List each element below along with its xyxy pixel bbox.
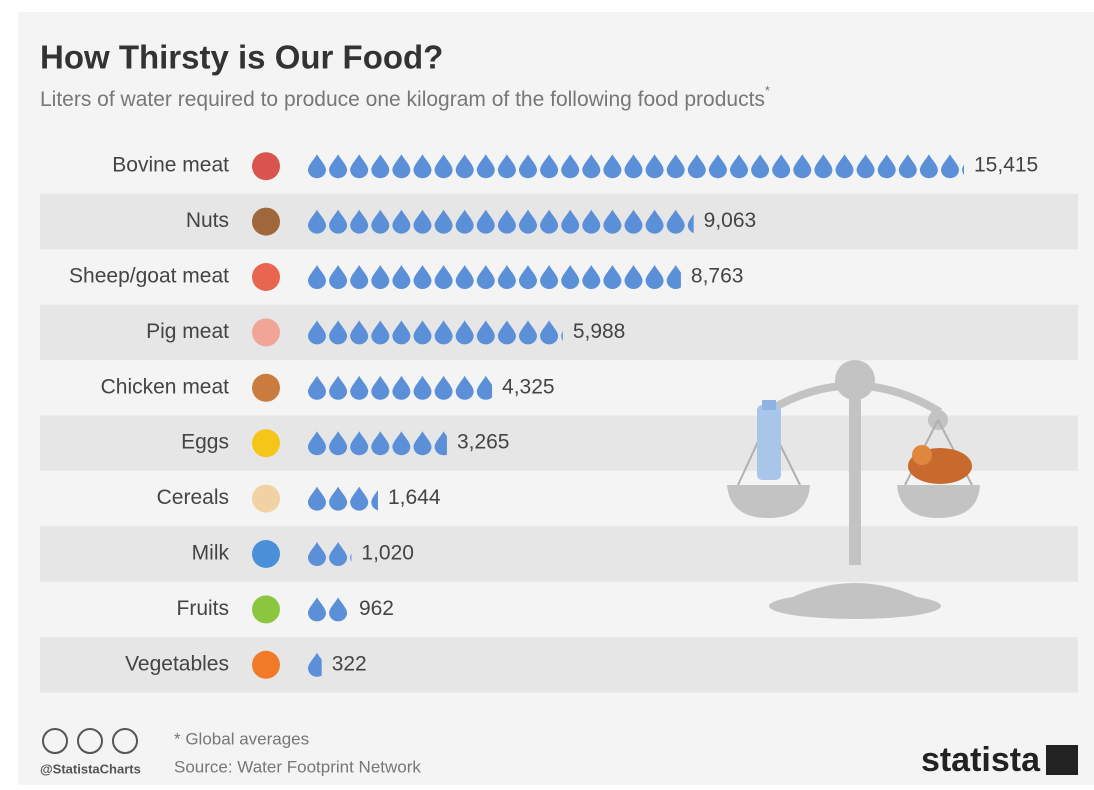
category-icon (252, 373, 280, 402)
category-label: Eggs (181, 431, 229, 454)
value-label: 15,415 (974, 154, 1038, 177)
footer: @StatistaCharts * Global averages Source… (40, 728, 1078, 779)
category-icon (252, 540, 280, 568)
category-label: Fruits (177, 597, 230, 620)
subtitle-mark: * (765, 83, 770, 98)
note: * Global averages (174, 729, 309, 748)
category-label: Chicken meat (101, 375, 230, 398)
chart-title: How Thirsty is Our Food? (40, 39, 443, 76)
category-icon (252, 318, 280, 347)
category-label: Milk (192, 542, 230, 565)
category-label: Vegetables (125, 652, 229, 675)
value-label: 1,644 (388, 486, 441, 509)
category-label: Bovine meat (112, 154, 229, 177)
source: Source: Water Footprint Network (174, 757, 421, 776)
category-icon (252, 263, 280, 291)
rows: Bovine meat Nuts Sheep/goat meat Pig meat Ch… (40, 152, 1078, 693)
category-icon (252, 429, 280, 458)
row-band (40, 415, 1078, 471)
subtitle-text: Liters of water required to produce one … (40, 88, 765, 111)
value-label: 3,265 (457, 431, 510, 454)
brand-logo (1046, 745, 1078, 775)
value-label: 8,763 (691, 265, 744, 288)
row-band (40, 637, 1078, 693)
handle: @StatistaCharts (40, 761, 141, 776)
drop-bar (308, 375, 493, 400)
scale-illustration (727, 360, 980, 619)
row-band (40, 304, 1078, 361)
value-label: 4,325 (502, 375, 555, 398)
category-label: Sheep/goat meat (69, 265, 229, 288)
category-icon (252, 152, 280, 181)
category-label: Cereals (157, 486, 229, 509)
value-label: 5,988 (573, 320, 626, 343)
category-icon (252, 595, 280, 624)
value-label: 322 (332, 652, 367, 675)
row-band (40, 526, 1078, 582)
category-icon (252, 207, 280, 236)
brand: statista (921, 741, 1041, 779)
row-band (40, 193, 1078, 250)
value-label: 962 (359, 597, 394, 620)
category-label: Nuts (186, 209, 229, 232)
category-label: Pig meat (146, 320, 229, 343)
category-icon (252, 650, 280, 679)
value-label: 1,020 (361, 542, 414, 565)
category-icon (252, 484, 280, 513)
value-label: 9,063 (704, 209, 757, 232)
chart-subtitle: Liters of water required to produce one … (40, 83, 770, 110)
